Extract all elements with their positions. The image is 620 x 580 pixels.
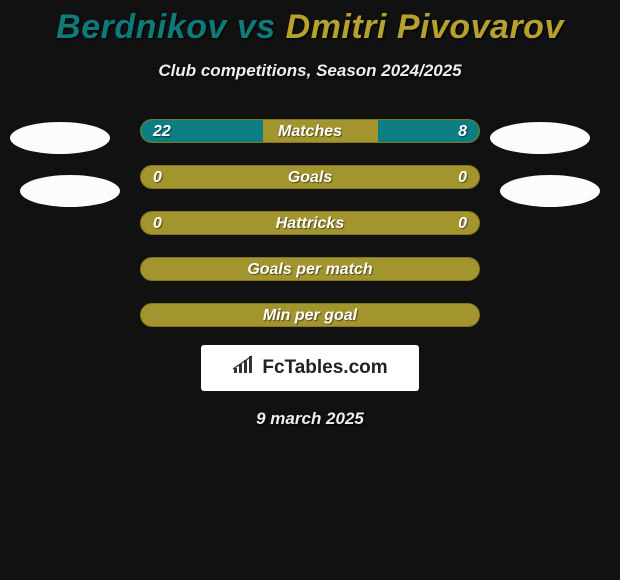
placeholder-ellipse xyxy=(500,175,600,207)
logo-box: FcTables.com xyxy=(201,345,419,391)
date-text: 9 march 2025 xyxy=(0,409,620,429)
stat-label: Hattricks xyxy=(141,212,479,234)
stat-row-min-per-goal: Min per goal xyxy=(140,303,480,327)
stat-label: Goals per match xyxy=(141,258,479,282)
stat-label: Goals xyxy=(141,166,479,188)
stat-label: Matches xyxy=(141,120,479,142)
stat-row-hattricks: 00Hattricks xyxy=(140,211,480,235)
stat-label: Min per goal xyxy=(141,304,479,328)
title: Berdnikov vs Dmitri Pivovarov xyxy=(0,0,620,47)
placeholder-ellipse xyxy=(20,175,120,207)
placeholder-ellipse xyxy=(490,122,590,154)
signal-bars-icon xyxy=(232,355,256,380)
stat-row-goals: 00Goals xyxy=(140,165,480,189)
title-player1: Berdnikov xyxy=(56,8,227,46)
title-player2: Dmitri Pivovarov xyxy=(286,8,564,46)
placeholder-ellipse xyxy=(10,122,110,154)
comparison-infographic: Berdnikov vs Dmitri Pivovarov Club compe… xyxy=(0,0,620,580)
stat-row-matches: 228Matches xyxy=(140,119,480,143)
title-vs: vs xyxy=(237,8,276,46)
stat-row-goals-per-match: Goals per match xyxy=(140,257,480,281)
logo-text: FcTables.com xyxy=(262,357,387,379)
subtitle: Club competitions, Season 2024/2025 xyxy=(0,61,620,81)
